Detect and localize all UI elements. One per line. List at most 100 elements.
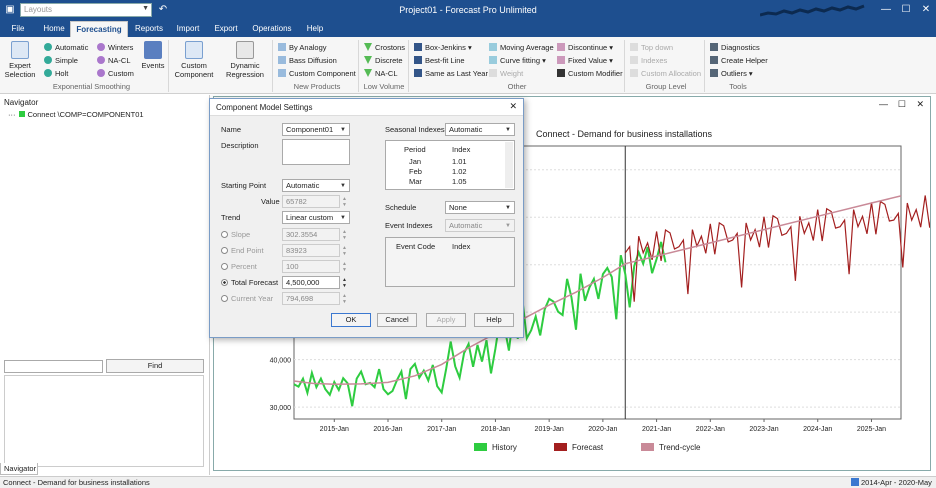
- event-code-header: Event Code: [396, 242, 436, 251]
- date-range: 2014-Apr - 2020-May: [861, 478, 932, 487]
- slope-field[interactable]: 302.3554 ▲ ▼: [282, 228, 347, 241]
- apply-button[interactable]: Apply: [426, 313, 466, 327]
- x-tick-label: 2019-Jan: [535, 426, 564, 433]
- percent-radio[interactable]: Percent: [221, 262, 257, 271]
- layouts-combo[interactable]: Layouts ▼: [20, 3, 152, 17]
- navigator-tree-item[interactable]: ··· Connect \COMP=COMPONENT01: [8, 110, 144, 119]
- x-tick-label: 2022-Jan: [696, 426, 725, 433]
- value-field[interactable]: 65782 ▲ ▼: [282, 195, 347, 208]
- endpoint-radio[interactable]: End Point: [221, 246, 264, 255]
- maximize-icon[interactable]: ☐: [901, 4, 911, 15]
- chart-minimize-icon[interactable]: —: [879, 99, 888, 109]
- total-forecast-field[interactable]: 4,500,000 ▲ ▼: [282, 276, 347, 289]
- find-results-list[interactable]: [4, 375, 204, 467]
- dialog-close-icon[interactable]: ✕: [509, 101, 517, 111]
- tab-navigator[interactable]: Navigator: [0, 463, 38, 475]
- np-custom-component-button[interactable]: Custom Component: [278, 68, 356, 79]
- box-jenkins-button[interactable]: Box-Jenkins ▾: [414, 42, 472, 53]
- curve-fitting-label: Curve fitting: [500, 56, 541, 65]
- undo-icon[interactable]: ↶: [158, 4, 168, 15]
- percent-field[interactable]: 100 ▲ ▼: [282, 260, 347, 273]
- chart-maximize-icon[interactable]: ☐: [897, 99, 906, 109]
- find-button[interactable]: Find: [106, 359, 204, 373]
- current-year-radio[interactable]: Current Year: [221, 294, 273, 303]
- seasonal-indexes-label: Seasonal Indexes: [385, 125, 445, 134]
- seasonal-indexes-select[interactable]: Automatic ▼: [445, 123, 515, 136]
- discrete-icon: [364, 56, 372, 64]
- moving-average-button[interactable]: Moving Average: [489, 42, 554, 53]
- events-button[interactable]: Events: [140, 41, 166, 70]
- description-label: Description: [221, 141, 259, 150]
- outliers-button[interactable]: Outliers ▾: [710, 68, 753, 79]
- discontinue-button[interactable]: Discontinue ▾: [557, 42, 613, 53]
- indexes-button[interactable]: Indexes: [630, 55, 667, 66]
- legend-label: Forecast: [572, 443, 604, 452]
- top-down-button[interactable]: Top down: [630, 42, 673, 53]
- menu-export[interactable]: Export: [214, 24, 238, 33]
- close-icon[interactable]: ✕: [921, 4, 931, 15]
- save-icon[interactable]: ▣: [5, 4, 15, 15]
- bass-diffusion-button[interactable]: Bass Diffusion: [278, 55, 337, 66]
- table-scrollbar[interactable]: [505, 142, 513, 188]
- expert-selection-button[interactable]: Expert Selection: [2, 41, 38, 79]
- component-icon: [278, 69, 286, 77]
- curve-fitting-button[interactable]: Curve fitting ▾: [489, 55, 546, 66]
- discrete-button[interactable]: Discrete: [364, 55, 403, 66]
- custom-modifier-button[interactable]: Custom Modifier: [557, 68, 623, 79]
- custom-es-button[interactable]: Custom: [97, 68, 134, 79]
- value-label: Value: [261, 197, 280, 206]
- menu-help[interactable]: Help: [306, 24, 324, 33]
- ok-button[interactable]: OK: [331, 313, 371, 327]
- curve-fitting-icon: [489, 56, 497, 64]
- same-as-last-year-button[interactable]: Same as Last Year ▾: [414, 68, 494, 79]
- x-tick-label: 2024-Jan: [803, 426, 832, 433]
- same-as-last-year-icon: [414, 69, 422, 77]
- event-indexes-select[interactable]: Automatic ▼: [445, 219, 515, 232]
- menu-operations[interactable]: Operations: [252, 24, 292, 33]
- menu-home[interactable]: Home: [43, 24, 65, 33]
- chevron-down-icon: ▼: [340, 215, 346, 221]
- help-button[interactable]: Help: [474, 313, 514, 327]
- fixed-value-button[interactable]: Fixed Value ▾: [557, 55, 613, 66]
- best-fit-button[interactable]: Best-fit Line: [414, 55, 465, 66]
- nacl-es-button[interactable]: NA-CL: [97, 55, 131, 66]
- trend-select[interactable]: Linear custom ▼: [282, 211, 350, 224]
- by-analogy-button[interactable]: By Analogy: [278, 42, 327, 53]
- x-tick-label: 2020-Jan: [588, 426, 617, 433]
- weight-button[interactable]: Weight: [489, 68, 523, 79]
- menu-file[interactable]: File: [11, 24, 25, 33]
- total-forecast-radio[interactable]: Total Forecast: [221, 278, 278, 287]
- slope-radio[interactable]: Slope: [221, 230, 250, 239]
- menu-import[interactable]: Import: [176, 24, 200, 33]
- automatic-button[interactable]: Automatic: [44, 42, 88, 53]
- starting-point-select[interactable]: Automatic ▼: [282, 179, 350, 192]
- custom-allocation-button[interactable]: Custom Allocation: [630, 68, 701, 79]
- cancel-button[interactable]: Cancel: [377, 313, 417, 327]
- menu-forecasting[interactable]: Forecasting: [70, 21, 128, 37]
- chart-close-icon[interactable]: ✕: [916, 99, 924, 109]
- description-field[interactable]: [282, 139, 350, 165]
- diagnostics-button[interactable]: Diagnostics: [710, 42, 760, 53]
- holt-button[interactable]: Holt: [44, 68, 68, 79]
- total-forecast-label: Total Forecast: [231, 278, 279, 287]
- schedule-select[interactable]: None ▼: [445, 201, 515, 214]
- event-indexes-table[interactable]: Event Code Index: [385, 237, 515, 287]
- calendar-icon: [144, 41, 162, 59]
- simple-button[interactable]: Simple: [44, 55, 78, 66]
- current-year-field[interactable]: 794,698 ▲ ▼: [282, 292, 347, 305]
- nacl-lv-button[interactable]: NA-CL: [364, 68, 398, 79]
- crostons-button[interactable]: Crostons: [364, 42, 405, 53]
- create-helper-button[interactable]: Create Helper: [710, 55, 768, 66]
- dynamic-regression-button[interactable]: Dynamic Regression: [222, 41, 268, 79]
- seasonal-indexes-table[interactable]: Period Index Jan 1.01 Feb 1.02 Mar 1.05: [385, 140, 515, 190]
- custom-component-button[interactable]: Custom Component: [172, 41, 216, 79]
- endpoint-field[interactable]: 83923 ▲ ▼: [282, 244, 347, 257]
- winters-button[interactable]: Winters: [97, 42, 133, 53]
- same-as-last-year-label: Same as Last Year: [425, 69, 488, 78]
- custom-allocation-label: Custom Allocation: [641, 69, 702, 78]
- name-field[interactable]: Component01 ▼: [282, 123, 350, 136]
- value-value: 65782: [286, 197, 307, 206]
- minimize-icon[interactable]: —: [881, 4, 891, 15]
- menu-reports[interactable]: Reports: [134, 24, 163, 33]
- find-input[interactable]: [4, 360, 103, 373]
